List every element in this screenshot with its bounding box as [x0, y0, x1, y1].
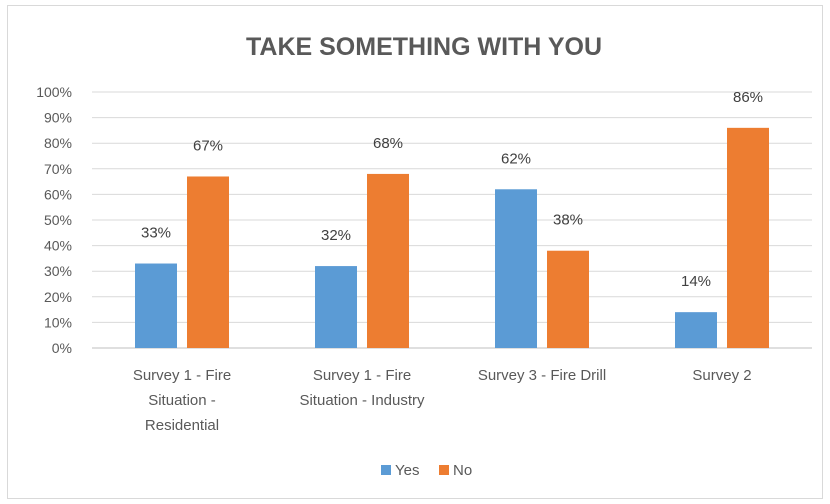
x-category-label: Survey 2 [692, 367, 751, 384]
bar-yes [495, 189, 537, 348]
data-label: 67% [193, 137, 223, 154]
legend: Yes No [381, 462, 472, 479]
chart-frame [7, 5, 823, 499]
legend-swatch-yes [381, 465, 391, 475]
y-tick-label: 100% [36, 84, 72, 100]
y-tick-label: 40% [44, 238, 72, 254]
bar-yes [315, 266, 357, 348]
chart-title: TAKE SOMETHING WITH YOU [246, 33, 602, 61]
legend-label-yes: Yes [395, 462, 419, 479]
x-category-label: Survey 1 - Fire Situation - Industry [299, 367, 425, 409]
y-tick-label: 90% [44, 110, 72, 126]
bar-yes [675, 312, 717, 348]
x-axis-labels: Survey 1 - Fire Situation -Residential Sur… [133, 367, 752, 434]
bar-no [187, 176, 229, 348]
x-category-label: Survey 3 - Fire Drill [478, 367, 606, 384]
y-axis-ticks: 0% 10% 20% 30% 40% 50% 60% 70% 80% 90% 100% [36, 84, 72, 356]
bar-yes [135, 263, 177, 348]
y-tick-label: 30% [44, 263, 72, 279]
bar-no [727, 127, 769, 348]
legend-swatch-no [439, 465, 449, 475]
y-tick-label: 60% [44, 186, 72, 202]
data-label: 38% [553, 212, 583, 229]
data-label: 62% [501, 150, 531, 167]
data-label: 33% [141, 225, 171, 242]
x-category-label: Survey 1 - Fire Situation -Residential [133, 367, 231, 434]
y-tick-label: 50% [44, 212, 72, 228]
bar-no [547, 250, 589, 348]
data-label: 68% [373, 135, 403, 152]
data-labels: 33% 67% 32% 68% 62% 38% 14% 86% [141, 89, 763, 290]
y-tick-label: 20% [44, 289, 72, 305]
data-label: 14% [681, 273, 711, 290]
y-tick-label: 0% [52, 340, 72, 356]
y-tick-label: 10% [44, 314, 72, 330]
bars [135, 127, 769, 348]
y-tick-label: 80% [44, 135, 72, 151]
data-label: 32% [321, 227, 351, 244]
data-label: 86% [733, 89, 763, 106]
legend-label-no: No [453, 462, 472, 479]
y-tick-label: 70% [44, 161, 72, 177]
bar-no [367, 173, 409, 348]
